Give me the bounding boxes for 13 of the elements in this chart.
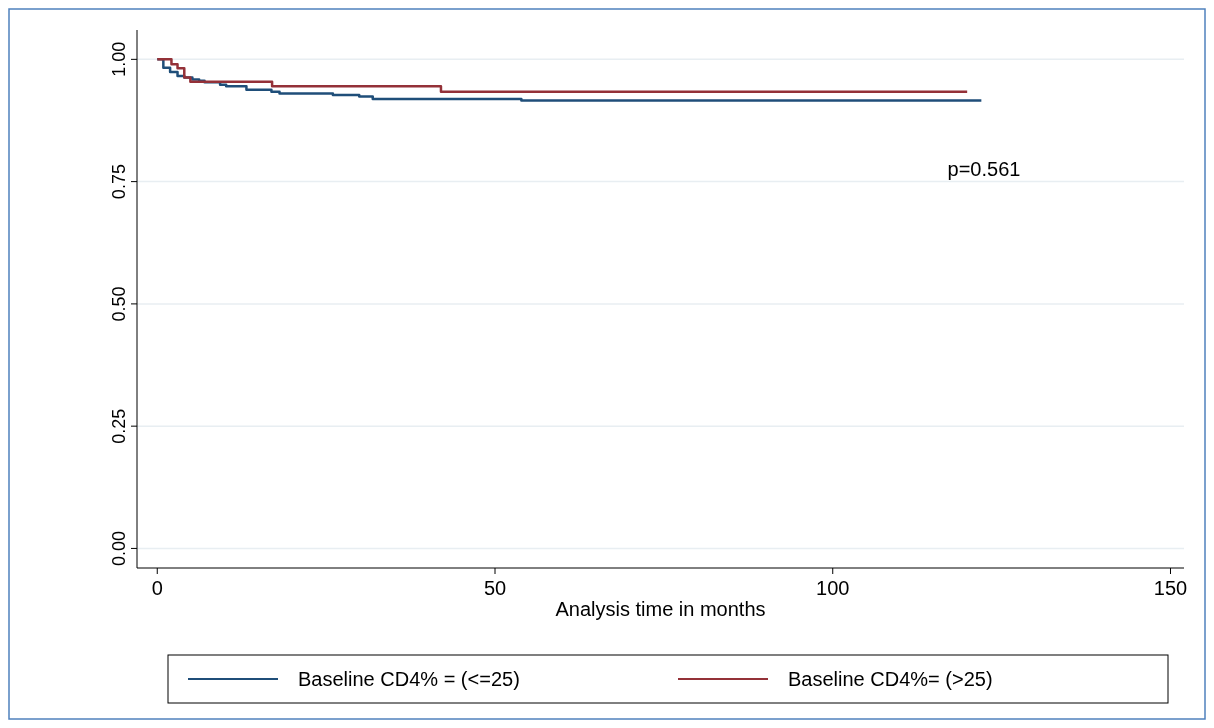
- x-tick-label: 100: [816, 577, 850, 599]
- y-tick-label: 0.00: [109, 530, 129, 566]
- x-tick-label: 50: [483, 577, 507, 599]
- y-tick-label: 0.75: [109, 164, 129, 200]
- x-tick-label: 0: [151, 577, 163, 599]
- legend-label: Baseline CD4%= (>25): [788, 668, 993, 690]
- x-tick-label: 150: [1153, 577, 1188, 599]
- y-tick-label: 0.50: [109, 286, 129, 322]
- y-tick-label: 1.00: [109, 41, 129, 77]
- annotation: p=0.561: [947, 158, 1021, 180]
- x-axis-title: Analysis time in months: [555, 598, 766, 620]
- y-tick-label: 0.25: [109, 408, 129, 444]
- legend-label: Baseline CD4% = (<=25): [298, 668, 520, 690]
